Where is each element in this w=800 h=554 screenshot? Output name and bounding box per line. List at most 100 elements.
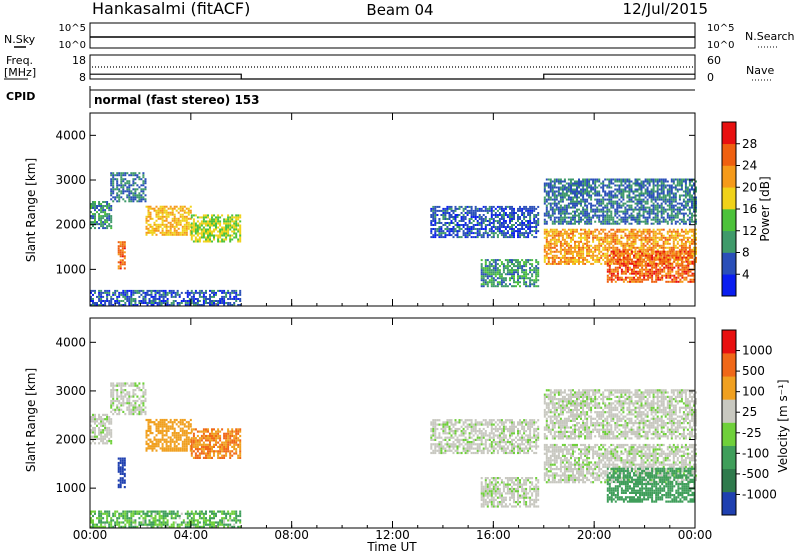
power-cell-r3 [225,224,228,227]
power-cell-r8 [682,206,685,209]
power-cell-r8 [684,194,687,197]
power-cell-r8 [588,218,591,221]
power-cell-r3 [221,226,224,229]
power-cell-r1 [120,180,123,183]
power-cell-r9 [672,246,675,249]
power-cell-r8 [642,212,645,215]
power-cell-r9 [660,236,663,239]
power-cell-r9 [545,262,548,265]
power-cell-r8 [606,186,609,189]
power-cell-r8 [549,198,552,201]
power-cell-r10 [681,280,684,283]
power-cell-r8 [586,190,589,193]
velocity-cell-r0 [94,433,96,436]
power-cell-r2 [187,221,190,224]
power-cell-r9 [574,242,576,245]
power-cell-r10 [626,250,629,253]
power-colorbar-swatch [722,274,736,297]
power-cell-r1 [142,180,145,183]
power-cell-r9 [543,236,546,239]
power-cell-r8 [684,192,687,195]
power-cell-r1 [116,194,119,197]
power-cell-r9 [580,234,582,237]
power-cell-r9 [636,232,639,235]
power-cell-r8 [616,208,619,211]
power-cell-r9 [582,228,585,231]
power-cell-r9 [634,252,637,255]
power-cell-r10 [612,278,615,281]
power-cell-r3 [233,236,236,239]
power-cell-r9 [678,262,681,265]
power-cell-r8 [563,192,566,195]
power-cell-r6 [440,222,443,224]
power-cell-r8 [688,184,691,187]
power-cell-r10 [673,280,676,283]
power-cell-r9 [555,250,558,253]
power-cell-r9 [561,256,564,259]
power-cell-r10 [608,270,611,273]
power-cell-r9 [678,238,681,241]
power-cell-r8 [691,178,693,181]
power-cell-r5 [162,298,165,300]
power-cell-r6 [511,207,513,210]
power-cell-r9 [676,240,679,243]
power-cell-r10 [645,256,648,259]
power-cell-r9 [642,246,645,249]
power-cell-r10 [631,258,633,261]
power-cell-r8 [638,212,641,215]
power-cell-r1 [126,190,129,193]
velocity-cell-r0 [94,429,96,432]
velocity-cell-r1 [116,399,119,403]
power-cell-r10 [629,258,631,261]
power-cell-r4 [121,241,124,244]
power-cell-r8 [584,210,587,213]
power-cell-r8 [590,186,593,189]
power-cell-r5 [202,304,205,306]
power-cell-r9 [676,246,679,249]
power-cell-r8 [559,208,562,211]
power-cell-r5 [152,295,155,298]
power-cell-r9 [691,248,693,251]
power-cell-r2 [169,231,172,234]
power-cell-r9 [630,244,633,247]
power-cell-r9 [678,234,681,237]
power-cell-r10 [667,268,670,271]
power-cell-r8 [578,200,580,203]
power-cell-r8 [656,222,659,225]
power-cell-r7 [490,279,493,282]
velocity-cell-r0 [110,418,113,421]
power-cell-r8 [682,200,685,203]
power-cell-r2 [169,227,172,230]
power-cell-r10 [637,270,639,273]
power-cell-r9 [602,258,605,261]
power-cell-r8 [630,200,633,203]
velocity-cell-r1 [110,384,113,387]
power-cell-r10 [624,258,627,261]
power-cell-r10 [683,270,686,273]
power-cell-r10 [655,264,658,267]
power-cell-r10 [631,278,633,281]
power-cell-r6 [440,234,443,237]
power-cell-r8 [612,200,615,203]
power-cell-r8 [640,202,643,205]
power-cell-r5 [227,289,230,292]
power-colorbar-tick-label: 24 [742,159,757,173]
power-cell-r2 [155,215,158,218]
power-cell-r8 [630,222,633,225]
power-cell-r5 [128,298,131,300]
power-cell-r8 [624,222,627,225]
power-cell-r0 [104,213,107,216]
power-cell-r8 [670,198,673,201]
power-cell-r2 [155,223,158,226]
power-cell-r0 [110,209,113,212]
power-cell-r8 [553,178,556,181]
power-cell-r8 [572,216,574,219]
power-cell-r5 [142,302,145,304]
power-cell-r9 [586,252,589,255]
power-cell-r9 [691,228,693,231]
velocity-cell-r0 [102,429,105,432]
power-cell-r8 [674,184,677,187]
power-cell-r6 [502,214,505,216]
power-cell-r7 [531,279,534,282]
power-cell-r9 [559,240,562,243]
